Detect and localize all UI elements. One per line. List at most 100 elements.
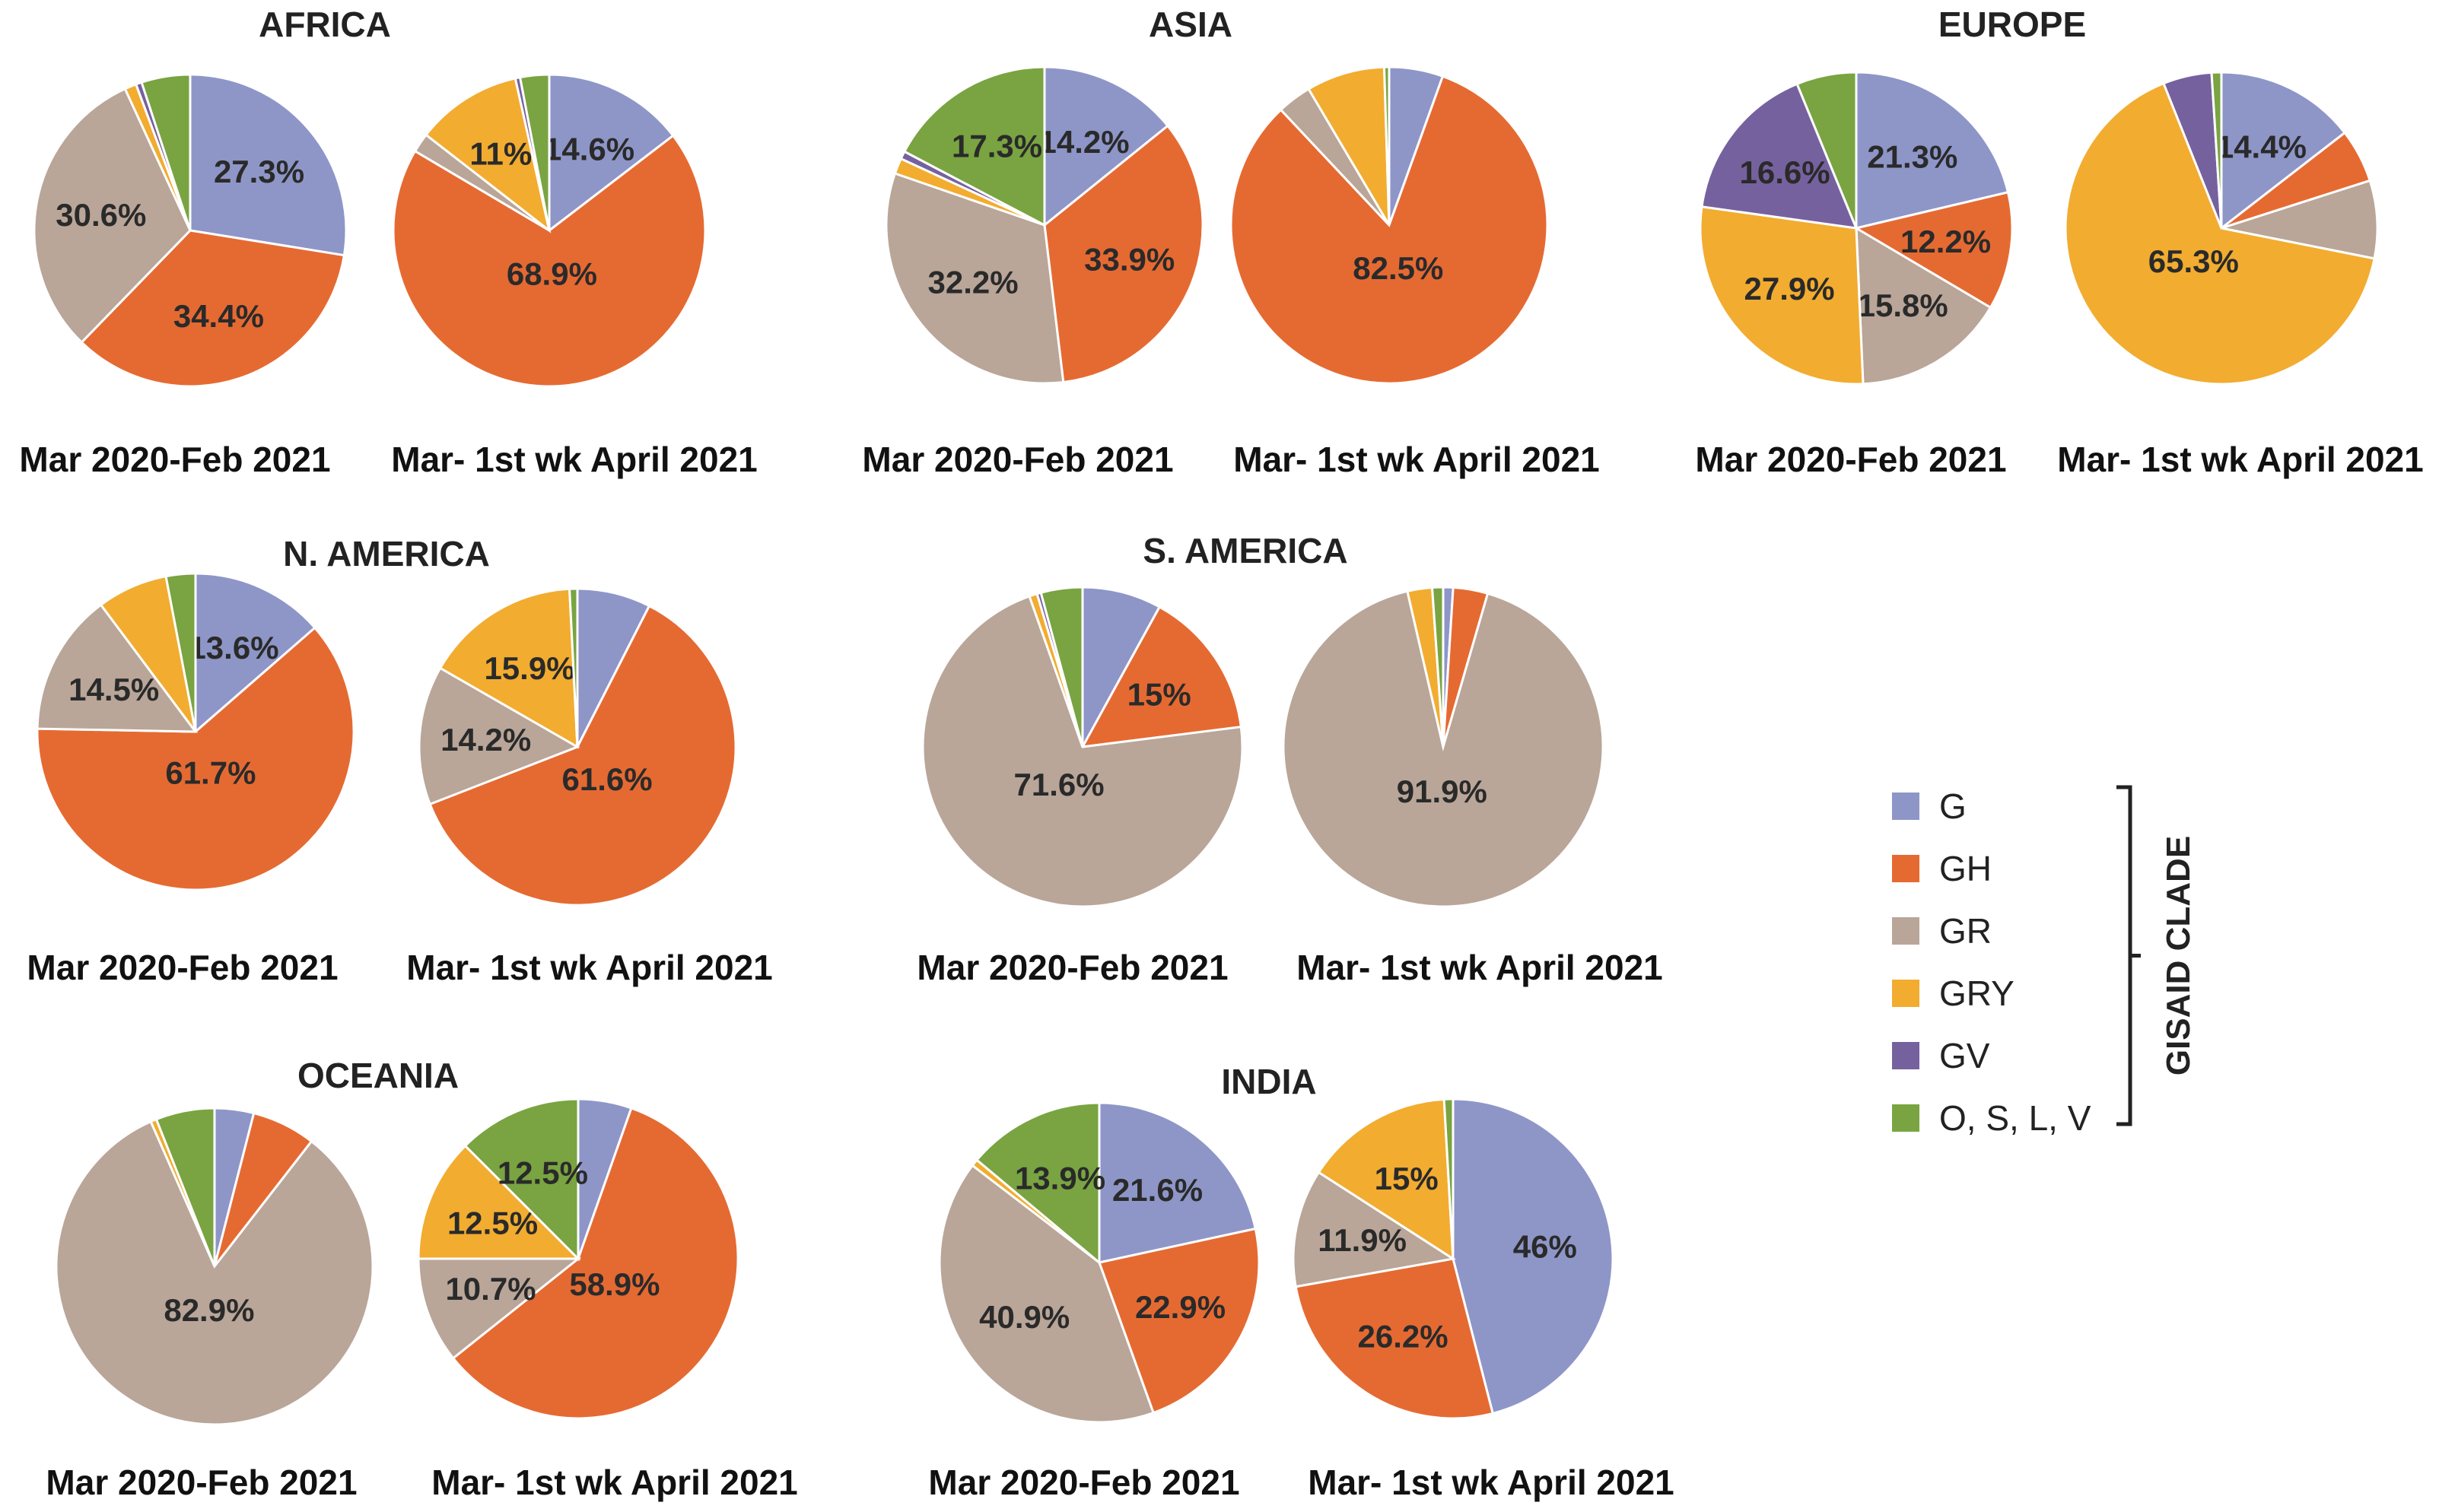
pie-slice-o-s-l-v	[902, 65, 1046, 227]
slice-label-g: 13.6%	[188, 630, 278, 665]
slice-label-gh: 58.9%	[569, 1266, 660, 1302]
legend-bracket-icon	[2116, 785, 2141, 1126]
pie-slice-gry	[438, 587, 579, 749]
pie-slice-g	[1452, 1097, 1614, 1415]
region-title-india: INDIA	[1221, 1062, 1316, 1101]
slice-label-gry: 11%	[469, 136, 532, 172]
pie-slice-g	[1081, 586, 1162, 748]
pie-slice-gh	[80, 229, 346, 388]
slice-label-gr: 32.2%	[928, 265, 1019, 300]
region-title-asia: ASIA	[1149, 5, 1232, 44]
slice-label-gr: 14.2%	[440, 722, 531, 758]
legend-swatch-icon	[1892, 917, 1919, 945]
slice-label-gry: 12.5%	[447, 1205, 538, 1240]
region-title-s-america: S. AMERICA	[1143, 531, 1347, 570]
slice-label-gr: 11.9%	[1318, 1222, 1407, 1258]
pie-slice-gh	[1294, 1257, 1495, 1420]
period-label: Mar- 1st wk April 2021	[2057, 440, 2424, 479]
pie-slice-gh	[1043, 124, 1204, 384]
slice-label-gr: 10.7%	[445, 1271, 536, 1307]
pie-slice-o-s-l-v	[164, 572, 197, 732]
slice-label-gh: 33.9%	[1084, 242, 1175, 278]
pie-chart-s-america-second-period: 91.9%	[1282, 586, 1604, 908]
pie-slice-gr	[1282, 589, 1604, 908]
pie-slice-gr	[921, 595, 1244, 908]
pie-slice-gh	[392, 134, 707, 388]
slice-label-gr: 82.9%	[164, 1292, 254, 1328]
pie-slice-gr	[417, 1257, 582, 1360]
pie-slice-o-s-l-v	[154, 1107, 216, 1267]
pie-chart-india-second-period: 46% 26.2% 11.9% 15%	[1292, 1097, 1614, 1420]
legend-label: GH	[1939, 849, 1992, 888]
slice-label-g: 46%	[1513, 1229, 1577, 1265]
slice-label-g: 14.6%	[544, 131, 634, 167]
pie-slice-o-s-l-v	[518, 73, 551, 231]
pie-slice-o-s-l-v	[140, 73, 192, 231]
pie-slice-gry	[424, 77, 552, 233]
period-label: Mar 2020-Feb 2021	[19, 440, 330, 479]
pie-slice-o-s-l-v	[1430, 586, 1445, 748]
period-label: Mar 2020-Feb 2021	[46, 1463, 357, 1502]
region-title-europe: EUROPE	[1938, 5, 2086, 44]
legend-label: G	[1939, 786, 1967, 826]
pie-slice-o-s-l-v	[1442, 1097, 1455, 1259]
pie-slice-o-s-l-v	[1382, 65, 1391, 226]
pie-chart-oceania-first-period: 82.9%	[55, 1107, 374, 1426]
region-title-oceania: OCEANIA	[297, 1056, 459, 1095]
slice-label-gh: 15%	[1127, 677, 1191, 713]
pie-slice-gr	[1855, 226, 1992, 386]
period-label: Mar- 1st wk April 2021	[1296, 948, 1663, 987]
slice-label-gry: 15.9%	[484, 650, 574, 686]
slice-label-o-s-l-v: 13.9%	[1015, 1161, 1105, 1196]
pie-slice-g	[548, 73, 675, 233]
slice-label-gry: 27.9%	[1744, 271, 1835, 307]
period-label: Mar 2020-Feb 2021	[1695, 440, 2006, 479]
slice-label-gh: 68.9%	[507, 256, 597, 291]
legend-swatch-icon	[1892, 855, 1919, 882]
pie-slice-gry	[1699, 205, 1865, 386]
pie-chart-europe-second-period: 14.4% 65.3%	[2064, 71, 2379, 386]
pie-chart-asia-first-period: 14.2% 33.9% 32.2% 17.3%	[885, 65, 1204, 385]
slice-label-o-s-l-v: 12.5%	[498, 1155, 588, 1191]
pie-charts: 27.3% 34.4% 30.6% AFRICA Mar 2020-Feb 2021 14…	[19, 5, 2423, 1502]
period-label: Mar 2020-Feb 2021	[928, 1463, 1239, 1502]
pie-slice-gh	[451, 1107, 739, 1420]
legend-swatch-icon	[1892, 1104, 1919, 1132]
pie-chart-n-america-first-period: 13.6% 61.7% 14.5%	[36, 572, 355, 891]
period-label: Mar- 1st wk April 2021	[391, 440, 758, 479]
legend-item-g: G	[1892, 786, 1967, 826]
legend-item-gv: GV	[1892, 1036, 1990, 1075]
pie-slice-gr	[418, 666, 580, 806]
pie-slice-gr	[1292, 1171, 1457, 1288]
pie-chart-india-first-period: 21.6% 22.9% 40.9% 13.9%	[938, 1101, 1261, 1424]
pie-slice-gr	[2217, 179, 2379, 260]
slice-label-gry: 65.3%	[2148, 243, 2239, 279]
pie-chart-oceania-second-period: 58.9% 10.7% 12.5% 12.5%	[417, 1097, 739, 1420]
slice-label-gh: 61.7%	[165, 755, 256, 791]
legend-label: GR	[1939, 911, 1992, 951]
pie-slice-g	[1043, 65, 1170, 228]
pie-chart-africa-first-period: 27.3% 34.4% 30.6%	[33, 73, 348, 388]
legend-swatch-icon	[1892, 793, 1919, 820]
period-label: Mar 2020-Feb 2021	[27, 948, 338, 987]
pie-chart-europe-first-period: 21.3% 12.2% 15.8% 27.9% 16.6%	[1699, 71, 2014, 386]
pie-slice-gh	[428, 604, 737, 907]
pie-slice-gv	[1700, 82, 1859, 230]
slice-label-o-s-l-v: 17.3%	[952, 129, 1042, 164]
period-label: Mar- 1st wk April 2021	[431, 1463, 798, 1502]
period-label: Mar- 1st wk April 2021	[406, 948, 773, 987]
pie-chart-s-america-first-period: 15% 71.6%	[921, 586, 1244, 908]
pie-slice-g	[1855, 71, 2010, 230]
period-label: Mar- 1st wk April 2021	[1308, 1463, 1674, 1502]
pie-chart-asia-second-period: 82.5%	[1229, 65, 1549, 385]
slice-label-gh: 22.9%	[1135, 1289, 1226, 1325]
slice-label-gr: 40.9%	[979, 1299, 1070, 1335]
slice-label-gh: 12.2%	[1900, 224, 1991, 259]
slice-label-g: 21.6%	[1112, 1172, 1203, 1208]
slice-label-gr: 14.5%	[68, 672, 159, 707]
pie-slice-g	[194, 572, 316, 735]
pie-slice-g	[1098, 1101, 1258, 1264]
pie-slice-gh	[1853, 190, 2014, 310]
legend-swatch-icon	[1892, 980, 1919, 1007]
